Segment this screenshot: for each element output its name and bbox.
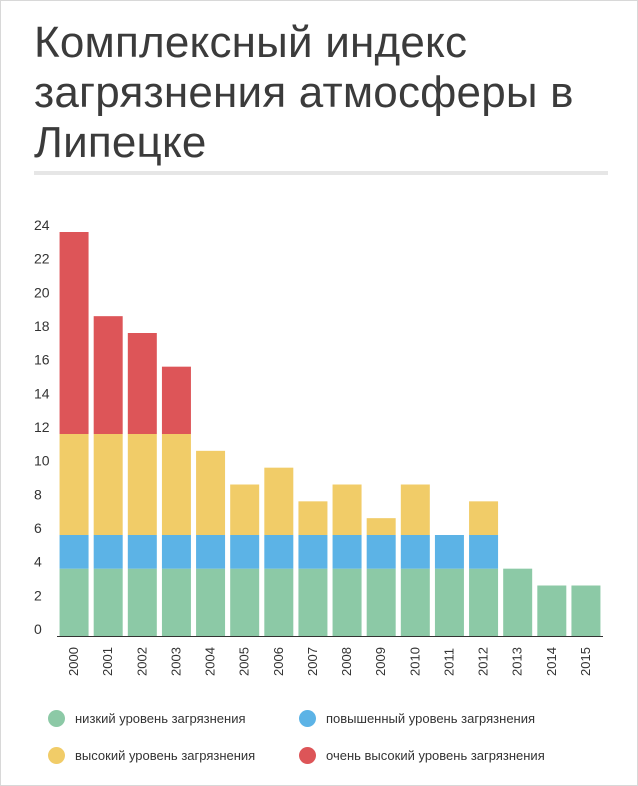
x-tick-label: 2007 — [305, 647, 320, 676]
x-tick-label: 2005 — [237, 647, 252, 676]
y-tick-label: 14 — [34, 385, 50, 401]
bar-segment — [298, 535, 328, 569]
x-tick-label: 2009 — [373, 647, 388, 676]
bar-segment — [59, 232, 89, 434]
y-tick-label: 2 — [34, 587, 42, 603]
bar-segment — [366, 518, 396, 535]
y-tick-label: 12 — [34, 419, 50, 435]
y-tick-label: 10 — [34, 453, 50, 469]
bar-segment — [161, 535, 191, 569]
bar-segment — [59, 568, 89, 636]
x-tick-label: 2002 — [134, 647, 149, 676]
y-tick-label: 18 — [34, 318, 50, 334]
bar-segment — [332, 535, 362, 569]
bar-segment — [127, 568, 157, 636]
bar-segment — [230, 568, 260, 636]
y-tick-label: 4 — [34, 554, 42, 570]
x-tick-label: 2012 — [476, 647, 491, 676]
bar-segment — [400, 568, 430, 636]
x-tick-label: 2011 — [441, 648, 456, 676]
bar-segment — [400, 484, 430, 535]
bar-segment — [366, 535, 396, 569]
bar-segment — [571, 585, 601, 636]
bar-segment — [434, 535, 464, 569]
x-tick-label: 2014 — [544, 647, 559, 676]
x-tick-label: 2001 — [100, 647, 115, 676]
bar-segment — [469, 535, 499, 569]
x-tick-label: 2006 — [271, 647, 286, 676]
bar-segment — [503, 568, 533, 636]
chart-title: Комплексный индекс загрязнения атмосферы… — [34, 18, 574, 167]
bar-segment — [537, 585, 567, 636]
bar-segment — [230, 484, 260, 535]
bar-segment — [298, 568, 328, 636]
bar-segment — [332, 568, 362, 636]
bar-segment — [264, 568, 294, 636]
x-tick-label: 2004 — [203, 647, 218, 676]
bar-segment — [264, 467, 294, 535]
bar-segment — [264, 535, 294, 569]
x-tick-label: 2010 — [407, 647, 422, 676]
bar-segment — [196, 568, 226, 636]
bar-segment — [59, 434, 89, 535]
title-divider — [34, 171, 608, 175]
bar-segment — [298, 501, 328, 535]
bar-segment — [93, 316, 123, 434]
bar-segment — [127, 434, 157, 535]
bar-segment — [469, 568, 499, 636]
y-tick-label: 24 — [34, 217, 50, 233]
bar-segment — [332, 484, 362, 535]
bar-segment — [93, 434, 123, 535]
x-tick-label: 2000 — [66, 647, 81, 676]
bar-segment — [230, 535, 260, 569]
bar-segment — [196, 535, 226, 569]
bar-segment — [400, 535, 430, 569]
bar-segment — [196, 450, 226, 535]
bar-segment — [161, 434, 191, 535]
x-tick-label: 2013 — [510, 647, 525, 676]
x-tick-label: 2015 — [578, 647, 593, 676]
bar-segment — [93, 535, 123, 569]
y-tick-label: 20 — [34, 284, 50, 300]
y-tick-label: 0 — [34, 621, 42, 637]
y-tick-label: 22 — [34, 251, 50, 267]
y-tick-label: 16 — [34, 352, 50, 368]
bar-segment — [93, 568, 123, 636]
bar-segment — [161, 568, 191, 636]
y-tick-label: 6 — [34, 520, 42, 536]
x-tick-label: 2008 — [339, 647, 354, 676]
bar-segment — [127, 535, 157, 569]
bar-segment — [161, 366, 191, 434]
bar-segment — [366, 568, 396, 636]
x-tick-label: 2003 — [168, 647, 183, 676]
y-tick-label: 8 — [34, 486, 42, 502]
bar-segment — [434, 568, 464, 636]
bar-segment — [127, 333, 157, 434]
bar-segment — [469, 501, 499, 535]
bar-segment — [59, 535, 89, 569]
